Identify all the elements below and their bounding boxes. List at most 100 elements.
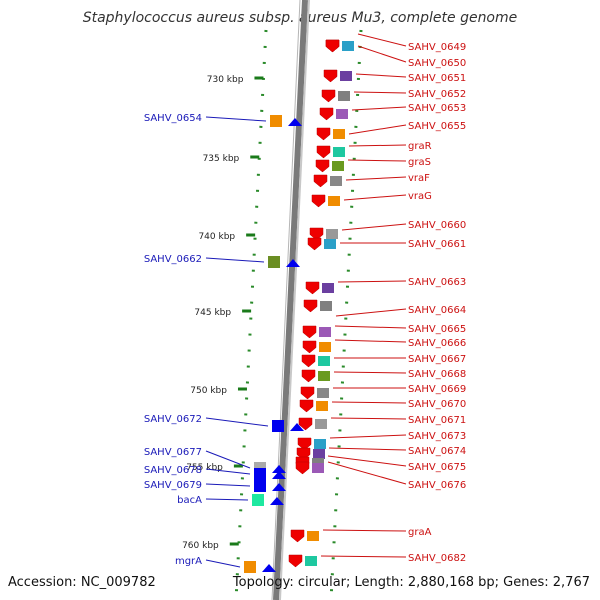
gene-gras[interactable]: graS [315, 157, 431, 173]
gene-block [328, 196, 340, 206]
reverse-arrow-icon [311, 194, 326, 208]
reverse-arrow-icon [295, 461, 310, 475]
gene-label: SAHV_0671 [408, 415, 466, 426]
gene-sahv_0670[interactable]: SAHV_0670 [299, 399, 466, 413]
reverse-arrow-icon [299, 399, 314, 413]
gene-sahv_0672[interactable]: SAHV_0672 [144, 414, 304, 432]
gene-block [320, 301, 332, 311]
scale-label: 735 kbp [203, 154, 260, 164]
scale-label-text: 730 kbp [207, 75, 244, 85]
gene-label: SAHV_0661 [408, 239, 466, 250]
gene-block [317, 388, 329, 398]
gene-label: SAHV_0649 [408, 42, 466, 53]
gene-label: SAHV_0682 [408, 553, 466, 564]
gene-block [319, 342, 331, 352]
reverse-arrow-icon [300, 386, 315, 400]
gene-sahv_0666[interactable]: SAHV_0666 [302, 338, 466, 354]
gene-block [333, 147, 345, 157]
gene-sahv_0669[interactable]: SAHV_0669 [300, 384, 466, 400]
scale-label-text: 740 kbp [198, 232, 235, 242]
gene-sahv_0679[interactable]: SAHV_0679 [144, 480, 286, 492]
gene-sahv_0665[interactable]: SAHV_0665 [302, 324, 466, 339]
scale-label-text: 745 kbp [194, 308, 231, 318]
gene-sahv_0668[interactable]: SAHV_0668 [301, 369, 466, 383]
scale-label-text: 760 kbp [182, 541, 219, 551]
gene-sahv_0676[interactable]: SAHV_0676 [295, 461, 466, 491]
gene-label: graA [408, 527, 432, 538]
gene-label: SAHV_0667 [408, 354, 466, 365]
reverse-arrow-icon [313, 174, 328, 188]
gene-label: SAHV_0650 [408, 58, 466, 69]
reverse-arrow-icon [302, 340, 317, 354]
forward-arrow-icon [272, 471, 286, 479]
gene-label: SAHV_0669 [408, 384, 466, 395]
scale-label: 760 kbp [182, 541, 239, 551]
gene-label: SAHV_0679 [144, 480, 202, 491]
gene-sahv_0671[interactable]: SAHV_0671 [298, 415, 466, 431]
gene-label: SAHV_0662 [144, 254, 202, 265]
gene-label: SAHV_0673 [408, 431, 466, 442]
gene-graa[interactable]: graA [290, 527, 432, 543]
forward-arrow-icon [270, 497, 284, 505]
reverse-arrow-icon [302, 325, 317, 339]
forward-arrow-icon [262, 564, 276, 572]
gene-sahv_0661[interactable]: SAHV_0661 [307, 237, 466, 251]
genome-stats: Topology: circular; Length: 2,880,168 bp… [232, 575, 590, 590]
reverse-arrow-icon [301, 369, 316, 383]
gene-label: SAHV_0654 [144, 113, 202, 124]
gene-sahv_0678[interactable]: SAHV_0678 [144, 465, 286, 480]
gene-block [244, 561, 256, 573]
gene-sahv_0652[interactable]: SAHV_0652 [321, 89, 466, 103]
gene-sahv_0667[interactable]: SAHV_0667 [301, 354, 466, 368]
gene-sahv_0654[interactable]: SAHV_0654 [144, 113, 302, 127]
forward-arrow-icon [288, 118, 302, 126]
gene-grar[interactable]: graR [316, 141, 432, 159]
forward-arrow-icon [272, 483, 286, 491]
reverse-arrow-icon [303, 299, 318, 313]
forward-arrow-icon [286, 259, 300, 267]
gene-label: SAHV_0666 [408, 338, 466, 349]
scale-label: 745 kbp [194, 308, 252, 318]
gene-block [330, 176, 342, 186]
gene-vraf[interactable]: vraF [313, 173, 430, 188]
gene-sahv_0663[interactable]: SAHV_0663 [305, 277, 466, 295]
gene-mgra[interactable]: mgrA [175, 556, 276, 573]
gene-label: SAHV_0651 [408, 73, 466, 84]
scale-label: 755 kbp [186, 463, 243, 473]
reverse-arrow-icon [290, 529, 305, 543]
reverse-arrow-icon [309, 227, 324, 241]
gene-label: SAHV_0675 [408, 462, 466, 473]
gene-sahv_0653[interactable]: SAHV_0653 [319, 103, 466, 121]
reverse-arrow-icon [315, 159, 330, 173]
gene-block [254, 468, 266, 480]
gene-sahv_0682[interactable]: SAHV_0682 [288, 553, 466, 568]
gene-sahv_0662[interactable]: SAHV_0662 [144, 254, 300, 268]
forward-arrow-icon [290, 423, 304, 431]
gene-block [319, 327, 331, 337]
gene-vrag[interactable]: vraG [311, 191, 432, 208]
forward-strand-genes: SAHV_0654 SAHV_0662 SAHV_0672 SAHV_0677 SAHV… [144, 113, 304, 573]
gene-baca[interactable]: bacA [177, 494, 284, 506]
gene-block [316, 401, 328, 411]
scale-label: 740 kbp [198, 232, 256, 242]
gene-sahv_0660[interactable]: SAHV_0660 [309, 220, 466, 241]
gene-block [272, 420, 284, 432]
gene-block [313, 449, 325, 459]
gene-label: SAHV_0665 [408, 324, 466, 335]
gene-sahv_0673[interactable]: SAHV_0673 [297, 431, 466, 451]
gene-block [268, 256, 280, 268]
reverse-arrow-icon [298, 417, 313, 431]
gene-block [312, 463, 324, 473]
scale-label: 730 kbp [207, 75, 264, 85]
gene-sahv_0664[interactable]: SAHV_0664 [303, 299, 466, 317]
gene-sahv_0651[interactable]: SAHV_0651 [323, 69, 466, 84]
gene-sahv_0650[interactable]: SAHV_0650 [325, 39, 466, 69]
gene-label: vraG [408, 191, 432, 202]
gene-block [318, 356, 330, 366]
genome-backbone [273, 0, 308, 600]
reverse-arrow-icon [297, 437, 312, 451]
gene-label: SAHV_0672 [144, 414, 202, 425]
gene-sahv_0655[interactable]: SAHV_0655 [316, 121, 466, 141]
reverse-arrow-icon [305, 281, 320, 295]
gene-block [305, 556, 317, 566]
